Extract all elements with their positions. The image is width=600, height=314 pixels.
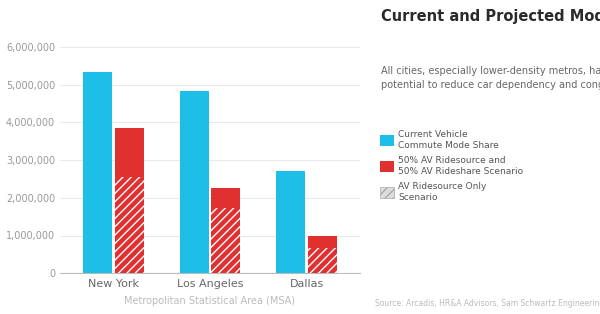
Bar (179, 91, 209, 273)
X-axis label: Metropolitan Statistical Area (MSA): Metropolitan Statistical Area (MSA) (125, 296, 296, 306)
Bar (276, 171, 305, 273)
Bar (211, 208, 241, 273)
Bar (83, 72, 112, 273)
Bar (308, 236, 337, 247)
Y-axis label: Commuters: Commuters (0, 122, 2, 179)
Bar (211, 188, 241, 208)
Text: Source: Arcadis, HR&A Advisors, Sam Schwartz Engineering: Source: Arcadis, HR&A Advisors, Sam Schw… (375, 299, 600, 308)
Legend: Current Vehicle
Commute Mode Share, 50% AV Ridesource and
50% AV Rideshare Scena: Current Vehicle Commute Mode Share, 50% … (380, 130, 524, 202)
Text: All cities, especially lower-density metros, have the
potential to reduce car de: All cities, especially lower-density met… (381, 66, 600, 90)
Bar (115, 128, 144, 177)
Bar (308, 247, 337, 273)
Bar (115, 177, 144, 273)
Text: Current and Projected Modal Share: Current and Projected Modal Share (381, 9, 600, 24)
